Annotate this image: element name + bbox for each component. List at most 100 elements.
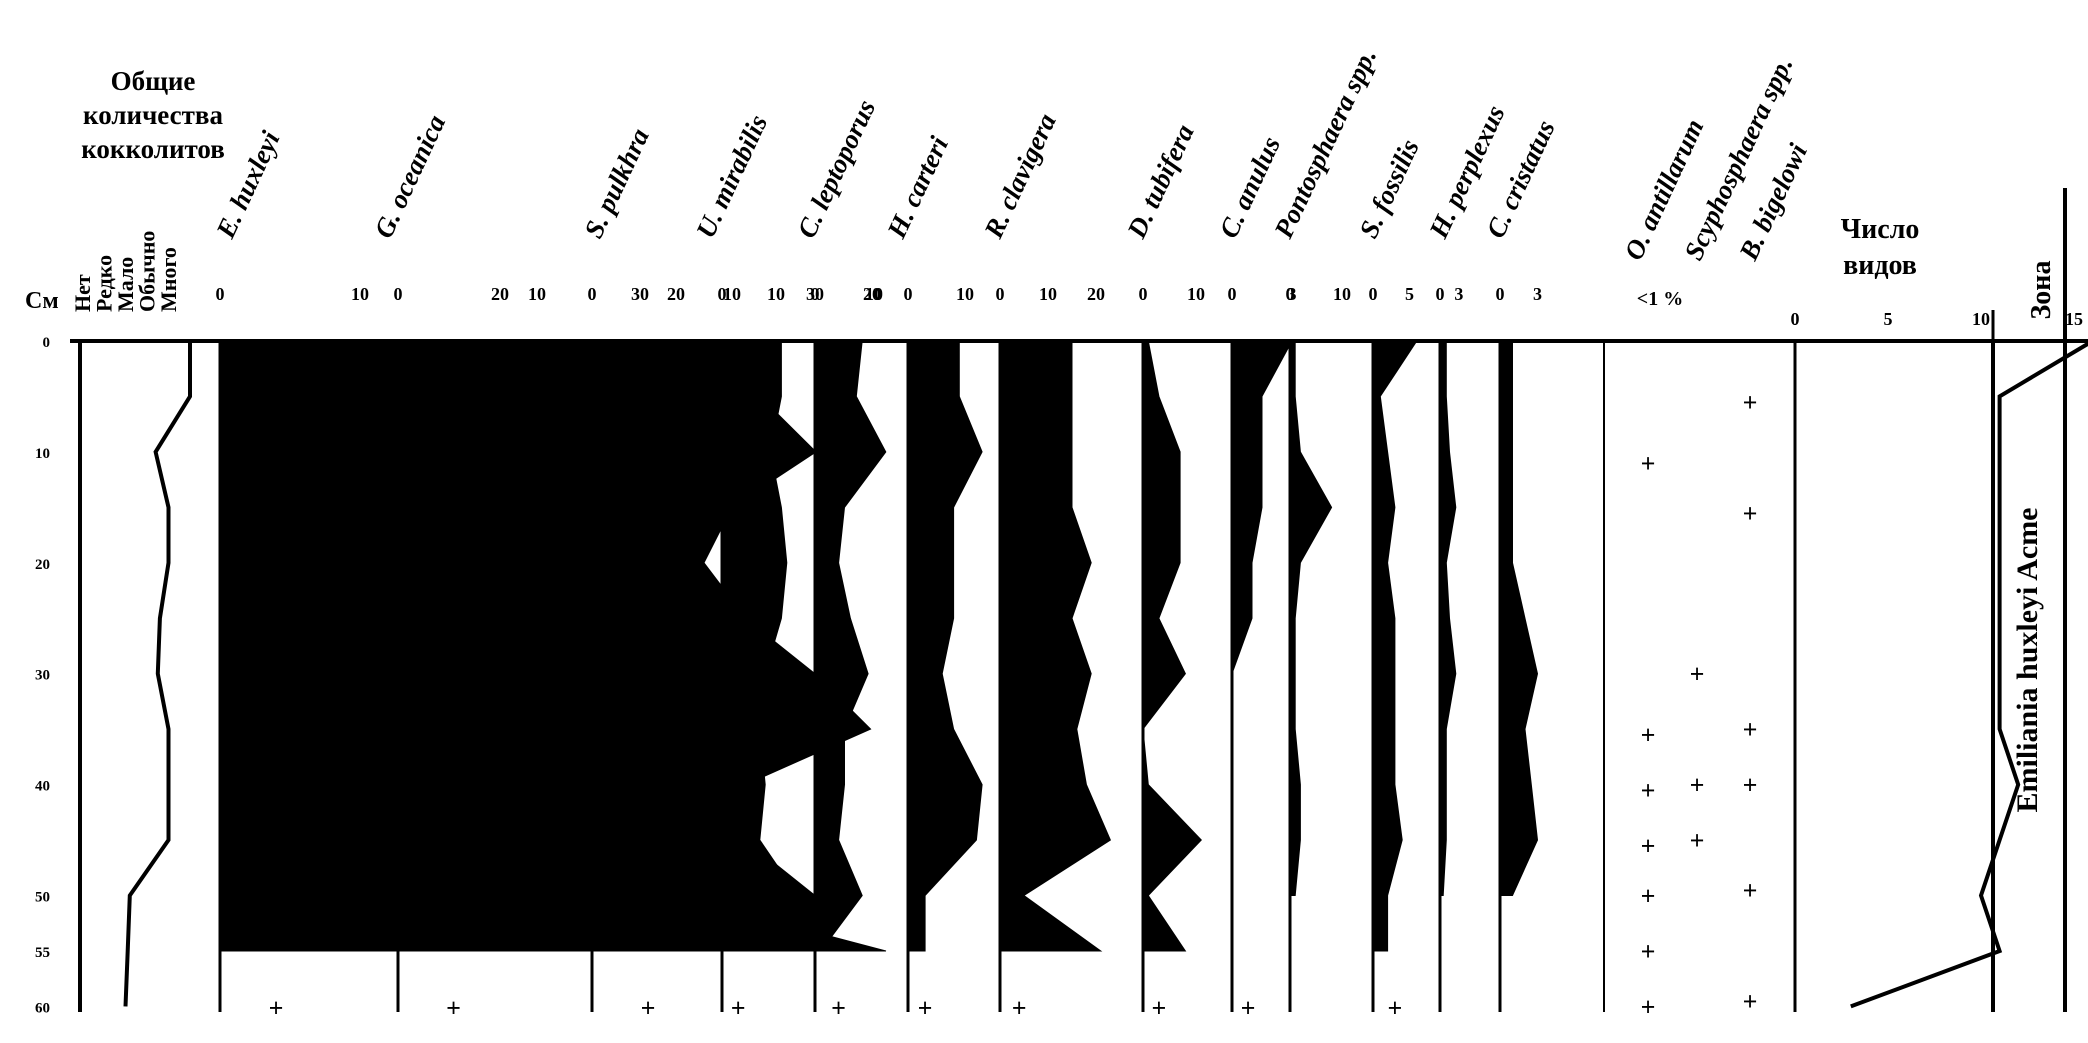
presence-mark: + [446, 993, 461, 1022]
species-title: S. fossilis [1353, 135, 1425, 243]
species-tick-label: 0 [394, 284, 403, 304]
species-tick-label: 0 [996, 284, 1005, 304]
species-tick-label: 3 [1288, 284, 1297, 304]
species-area [721, 340, 799, 952]
species-tick-label: 10 [723, 284, 741, 304]
species-area [999, 340, 1112, 952]
presence-mark: + [269, 993, 284, 1022]
species-area [1372, 340, 1418, 952]
abundance-title: количества [83, 100, 223, 130]
abundance-title: кокколитов [81, 134, 225, 164]
abundance-level-label: Много [156, 247, 181, 312]
depth-unit-label: См [25, 288, 59, 314]
presence-mark: + [1012, 993, 1027, 1022]
depth-tick-label: 55 [35, 945, 50, 961]
species-tick-label: 10 [767, 284, 785, 304]
abundance-level-label: Обычно [135, 231, 160, 312]
species-tick-label: 0 [1139, 284, 1148, 304]
species-tick-label: 20 [491, 284, 509, 304]
species-count-tick-label: 5 [1884, 309, 1893, 329]
species-count-title: видов [1843, 250, 1917, 281]
species-tick-label: 10 [1187, 284, 1205, 304]
presence-mark: + [1241, 993, 1256, 1022]
species-tick-label: 0 [1436, 284, 1445, 304]
presence-mark: + [1151, 993, 1166, 1022]
species-tick-label: 0 [1228, 284, 1237, 304]
species-tick-label: 30 [806, 284, 824, 304]
species-tick-label: 20 [863, 284, 881, 304]
species-area [1499, 340, 1539, 896]
rare-threshold-note: <1 % [1637, 288, 1683, 310]
species-count-title: Число [1841, 214, 1920, 245]
rare-occurrence-mark: + [1641, 832, 1656, 861]
species-tick-label: 0 [811, 284, 820, 304]
rare-occurrence-mark: + [1690, 771, 1705, 800]
zone-title: Зона [2026, 261, 2057, 320]
species-title: C. leptoporus [791, 95, 881, 242]
presence-mark: + [1387, 993, 1402, 1022]
species-title: R. clavigera [978, 109, 1062, 244]
species-count-tick-label: 15 [2065, 309, 2083, 329]
rare-occurrence-mark: + [1743, 987, 1758, 1016]
species-tick-label: 10 [351, 284, 369, 304]
species-tick-label: 0 [1496, 284, 1505, 304]
species-tick-label: 0 [216, 284, 225, 304]
species-tick-label: 3 [1533, 284, 1542, 304]
species-title: D. tubifera [1121, 120, 1200, 244]
presence-mark: + [831, 993, 846, 1022]
species-title: U. mirabilis [690, 110, 773, 242]
depth-tick-label: 10 [35, 446, 50, 462]
depth-tick-label: 30 [35, 668, 50, 684]
rare-occurrence-mark: + [1641, 721, 1656, 750]
abundance-level-label: Редко [92, 255, 117, 312]
rare-occurrence-mark: + [1743, 876, 1758, 905]
abundance-level-label: Мало [113, 257, 138, 312]
species-area [1289, 340, 1333, 896]
rare-occurrence-mark: + [1641, 992, 1656, 1021]
species-area [1231, 340, 1293, 674]
species-tick-label: 5 [1405, 284, 1414, 304]
species-count-tick-label: 10 [1972, 309, 1990, 329]
species-title: H. carteri [881, 132, 954, 244]
abundance-level-label: Нет [70, 274, 95, 312]
presence-mark: + [918, 993, 933, 1022]
depth-tick-label: 0 [43, 335, 51, 351]
abundance-title: Общие [111, 66, 196, 96]
presence-mark: + [641, 993, 656, 1022]
species-tick-label: 10 [956, 284, 974, 304]
rare-occurrence-mark: + [1690, 826, 1705, 855]
species-tick-label: 20 [667, 284, 685, 304]
species-title: G. oceanica [368, 110, 451, 242]
depth-tick-label: 40 [35, 779, 50, 795]
rare-occurrence-mark: + [1690, 660, 1705, 689]
species-area [1142, 340, 1202, 952]
rare-occurrence-mark: + [1743, 771, 1758, 800]
zone-name: Emiliania huxleyi Acme [2011, 507, 2044, 812]
species-tick-label: 0 [1286, 284, 1295, 304]
rare-occurrence-mark: + [1743, 499, 1758, 528]
species-tick-label: 10 [1039, 284, 1057, 304]
presence-mark: + [731, 993, 746, 1022]
depth-tick-label: 60 [35, 1000, 50, 1016]
species-tick-label: 0 [1369, 284, 1378, 304]
species-tick-label: 30 [631, 284, 649, 304]
species-area [814, 340, 887, 952]
species-tick-label: 20 [1087, 284, 1105, 304]
species-tick-label: 10 [1333, 284, 1351, 304]
species-title: S. pulkhra [578, 124, 655, 243]
species-tick-label: 3 [1454, 284, 1463, 304]
species-tick-label: 0 [588, 284, 597, 304]
species-area [1439, 340, 1457, 896]
species-tick-label: 0 [904, 284, 913, 304]
abundance-curve [123, 341, 192, 1007]
depth-tick-label: 50 [35, 890, 50, 906]
species-area [907, 340, 983, 952]
species-count-tick-label: 0 [1791, 309, 1800, 329]
depth-tick-label: 20 [35, 557, 50, 573]
species-tick-label: 10 [528, 284, 546, 304]
rare-occurrence-mark: + [1743, 388, 1758, 417]
rare-occurrence-mark: + [1743, 715, 1758, 744]
species-tick-label: 10 [865, 284, 883, 304]
